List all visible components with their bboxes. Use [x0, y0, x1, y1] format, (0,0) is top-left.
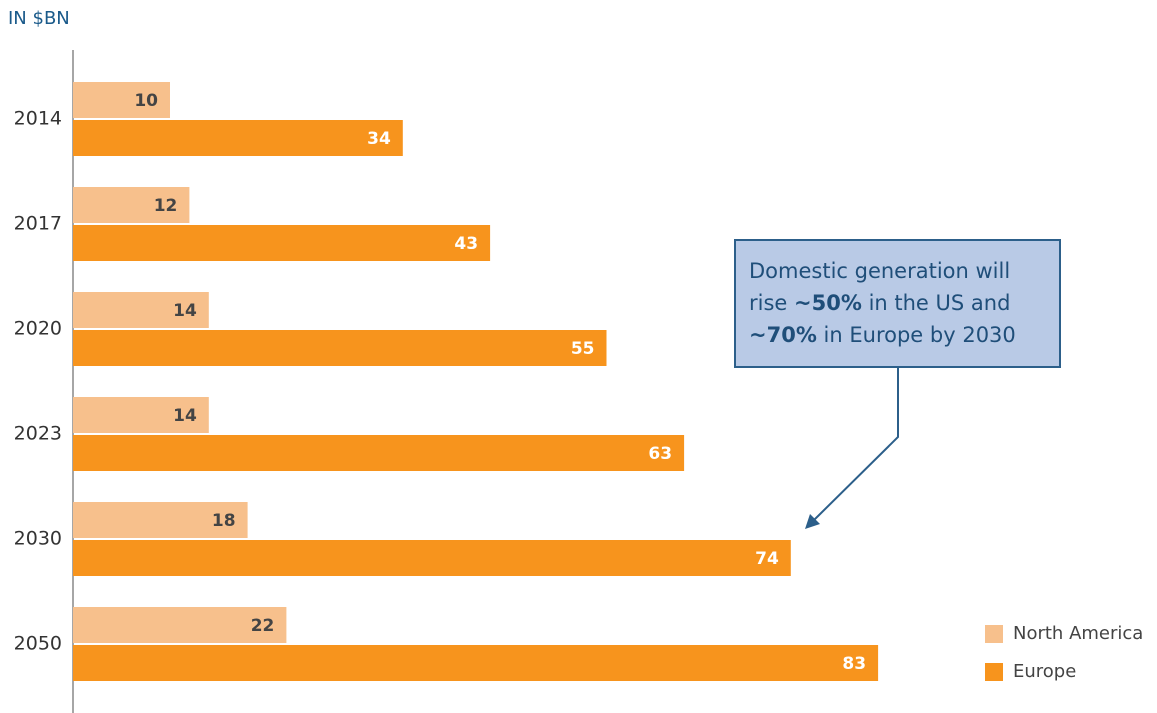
annotation-text: ~70% in Europe by 2030: [749, 323, 1016, 347]
annotation-text: rise ~50% in the US and: [749, 291, 1010, 315]
annotation-run: Domestic generation will: [749, 259, 1010, 283]
arrow-head: [805, 514, 820, 529]
bar: [73, 187, 190, 223]
value-label: 22: [251, 616, 275, 636]
annotation-run: in Europe by 2030: [817, 323, 1016, 347]
bar: [73, 540, 791, 576]
value-label: 14: [173, 406, 197, 426]
bar: [73, 82, 170, 118]
y-tick-label: 2020: [14, 318, 62, 340]
value-label: 43: [454, 234, 478, 254]
value-label: 18: [212, 511, 236, 531]
annotation-run: rise: [749, 291, 794, 315]
bar: [73, 645, 879, 681]
value-label: 55: [571, 339, 595, 359]
value-label: 83: [842, 654, 866, 674]
value-label: 63: [648, 444, 672, 464]
bar: [73, 330, 607, 366]
legend-swatch: [985, 663, 1003, 681]
bar: [73, 120, 403, 156]
legend-label: North America: [1013, 623, 1143, 644]
bar: [73, 397, 209, 433]
value-label: 34: [367, 129, 391, 149]
annotation-run: in the US and: [862, 291, 1011, 315]
annotation-run: ~50%: [794, 291, 862, 315]
value-label: 14: [173, 301, 197, 321]
value-label: 12: [154, 196, 178, 216]
y-tick-label: 2014: [14, 108, 62, 130]
bar: [73, 502, 248, 538]
y-tick-label: 2050: [14, 633, 62, 655]
legend-label: Europe: [1013, 661, 1076, 682]
bar: [73, 225, 491, 261]
bar: [73, 607, 287, 643]
bar: [73, 435, 685, 471]
value-label: 10: [134, 91, 158, 111]
annotation-arrow: [811, 367, 899, 523]
y-tick-label: 2030: [14, 528, 62, 550]
annotation-run: ~70%: [749, 323, 817, 347]
annotation-text: Domestic generation will: [749, 259, 1010, 283]
y-tick-label: 2023: [14, 423, 62, 445]
chart-title: IN $BN: [8, 8, 70, 29]
y-tick-label: 2017: [14, 213, 62, 235]
bar: [73, 292, 209, 328]
legend-swatch: [985, 625, 1003, 643]
value-label: 74: [755, 549, 779, 569]
